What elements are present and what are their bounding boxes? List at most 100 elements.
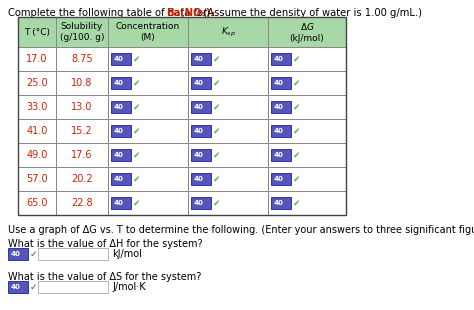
Text: 40: 40 xyxy=(194,80,203,86)
Text: ✓: ✓ xyxy=(133,103,140,112)
Text: 40: 40 xyxy=(114,152,124,158)
Text: ✓: ✓ xyxy=(213,175,220,184)
Bar xyxy=(188,17,268,47)
Text: 40: 40 xyxy=(194,176,203,182)
Bar xyxy=(111,173,131,185)
Bar xyxy=(18,17,346,215)
Bar xyxy=(18,47,56,71)
Text: ✓: ✓ xyxy=(213,78,220,87)
Text: ✓: ✓ xyxy=(213,198,220,207)
Text: ✓: ✓ xyxy=(213,126,220,135)
Text: 40: 40 xyxy=(194,200,203,206)
Bar xyxy=(268,119,346,143)
Text: Ba(NO₃)₂: Ba(NO₃)₂ xyxy=(166,8,215,18)
Text: ✓: ✓ xyxy=(213,55,220,64)
Text: 40: 40 xyxy=(114,176,124,182)
Bar xyxy=(271,77,291,89)
Bar xyxy=(108,143,188,167)
Text: 49.0: 49.0 xyxy=(27,150,48,160)
Text: 40: 40 xyxy=(194,104,203,110)
Text: 65.0: 65.0 xyxy=(26,198,48,208)
Bar xyxy=(111,197,131,209)
Bar xyxy=(108,47,188,71)
Text: 22.8: 22.8 xyxy=(71,198,93,208)
Bar xyxy=(191,125,211,137)
Text: ✓: ✓ xyxy=(133,175,140,184)
Text: ✓: ✓ xyxy=(293,126,301,135)
Text: kJ/mol: kJ/mol xyxy=(112,249,142,259)
Text: 40: 40 xyxy=(273,176,283,182)
Bar xyxy=(271,149,291,161)
Text: 40: 40 xyxy=(114,56,124,62)
Bar xyxy=(56,95,108,119)
Bar xyxy=(271,53,291,65)
Bar xyxy=(56,47,108,71)
Text: 17.6: 17.6 xyxy=(71,150,93,160)
Bar xyxy=(268,17,346,47)
Text: 20.2: 20.2 xyxy=(71,174,93,184)
Text: T (°C): T (°C) xyxy=(24,28,50,37)
Bar xyxy=(188,119,268,143)
Text: Complete the following table of data for: Complete the following table of data for xyxy=(8,8,210,18)
Text: ✓: ✓ xyxy=(293,78,301,87)
Text: 41.0: 41.0 xyxy=(27,126,48,136)
Bar xyxy=(108,167,188,191)
Bar xyxy=(268,143,346,167)
Bar xyxy=(108,191,188,215)
Text: 57.0: 57.0 xyxy=(26,174,48,184)
Text: 40: 40 xyxy=(10,251,20,257)
Bar xyxy=(56,143,108,167)
Text: What is the value of ΔS for the system?: What is the value of ΔS for the system? xyxy=(8,272,201,282)
Bar xyxy=(191,101,211,113)
Bar xyxy=(108,71,188,95)
Text: ✓: ✓ xyxy=(293,175,301,184)
Text: 10.8: 10.8 xyxy=(71,78,93,88)
Text: J/mol·K: J/mol·K xyxy=(112,282,146,292)
Text: ✓: ✓ xyxy=(133,78,140,87)
Text: Use a graph of ΔG vs. T to determine the following. (Enter your answers to three: Use a graph of ΔG vs. T to determine the… xyxy=(8,225,474,235)
Bar xyxy=(191,173,211,185)
Text: What is the value of ΔH for the system?: What is the value of ΔH for the system? xyxy=(8,239,202,249)
Text: 25.0: 25.0 xyxy=(26,78,48,88)
Text: 33.0: 33.0 xyxy=(27,102,48,112)
Bar xyxy=(18,17,56,47)
Text: ✓: ✓ xyxy=(133,150,140,160)
Bar xyxy=(271,101,291,113)
Bar xyxy=(268,95,346,119)
Bar xyxy=(18,71,56,95)
Bar xyxy=(8,281,28,293)
Text: 40: 40 xyxy=(273,56,283,62)
Text: 40: 40 xyxy=(273,200,283,206)
Bar xyxy=(111,77,131,89)
Bar xyxy=(191,149,211,161)
Text: 40: 40 xyxy=(114,200,124,206)
Text: ✓: ✓ xyxy=(133,198,140,207)
Text: $\Delta G$
(kJ/mol): $\Delta G$ (kJ/mol) xyxy=(290,21,324,43)
Bar xyxy=(268,167,346,191)
Bar xyxy=(111,125,131,137)
Text: 40: 40 xyxy=(273,80,283,86)
Text: ✓: ✓ xyxy=(30,282,37,291)
Bar xyxy=(268,71,346,95)
Bar xyxy=(18,191,56,215)
Text: 13.0: 13.0 xyxy=(71,102,93,112)
Bar xyxy=(188,143,268,167)
Bar xyxy=(8,248,28,260)
Text: 40: 40 xyxy=(114,80,124,86)
Bar xyxy=(268,47,346,71)
Text: 40: 40 xyxy=(273,152,283,158)
Text: 17.0: 17.0 xyxy=(26,54,48,64)
Bar xyxy=(271,173,291,185)
Bar xyxy=(108,95,188,119)
Bar xyxy=(108,119,188,143)
Text: ✓: ✓ xyxy=(133,126,140,135)
Bar xyxy=(56,71,108,95)
Text: 40: 40 xyxy=(273,104,283,110)
Text: Solubility
(g/100. g): Solubility (g/100. g) xyxy=(60,22,104,42)
Text: ✓: ✓ xyxy=(213,103,220,112)
Bar xyxy=(56,191,108,215)
Text: . (Assume the density of water is 1.00 g/mL.): . (Assume the density of water is 1.00 g… xyxy=(197,8,422,18)
Text: 40: 40 xyxy=(114,104,124,110)
Text: ✓: ✓ xyxy=(30,250,37,259)
Text: 40: 40 xyxy=(10,284,20,290)
